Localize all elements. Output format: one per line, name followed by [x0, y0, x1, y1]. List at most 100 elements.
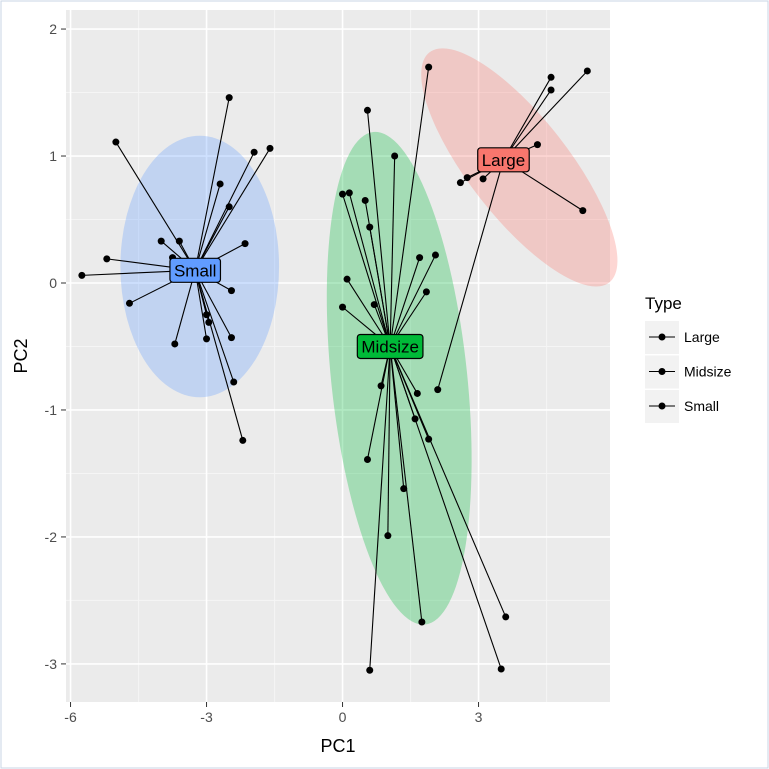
- large-centroid-label: Large: [477, 147, 530, 173]
- x-tick-label: -6: [64, 709, 77, 725]
- midsize-centroid-box: [356, 333, 424, 360]
- midsize-spoke: [366, 346, 391, 460]
- midsize-point: [361, 196, 369, 204]
- legend-label-small: Small: [684, 398, 719, 414]
- centroid-labels: Large Midsize Small: [169, 147, 530, 360]
- midsize-point: [384, 532, 392, 540]
- small-point: [205, 318, 213, 326]
- midsize-spoke: [389, 346, 423, 623]
- legend-point-small: [658, 402, 666, 410]
- large-point: [579, 207, 587, 215]
- x-tick-label: 0: [339, 709, 347, 725]
- small-spoke: [194, 97, 230, 271]
- large-point: [456, 179, 464, 187]
- legend-point-midsize: [658, 368, 666, 375]
- y-axis-ticks: -3 -2 -1 0 1 2: [45, 21, 66, 672]
- small-point: [239, 436, 247, 444]
- large-spoke: [437, 159, 504, 390]
- midsize-centroid-text: Midsize: [361, 337, 419, 356]
- small-point: [103, 255, 111, 263]
- midsize-spoke: [387, 346, 391, 536]
- midsize-point: [370, 301, 378, 309]
- midsize-point: [363, 455, 371, 463]
- small-point: [230, 378, 238, 386]
- large-point: [547, 73, 555, 81]
- midsize-point: [400, 485, 408, 493]
- y-tick-label: 0: [49, 275, 57, 291]
- midsize-point: [413, 389, 421, 397]
- y-tick-label: 2: [49, 21, 57, 37]
- midsize-point: [366, 223, 374, 231]
- large-point: [479, 175, 487, 183]
- large-centroid-text: Large: [482, 151, 525, 170]
- midsize-point: [377, 382, 385, 390]
- small-point: [175, 237, 183, 245]
- midsize-spoke: [389, 346, 502, 670]
- small-point: [157, 237, 165, 245]
- midsize-spoke: [369, 227, 391, 347]
- midsize-spoke: [342, 193, 391, 347]
- small-point: [78, 271, 86, 279]
- x-tick-label: -3: [200, 709, 213, 725]
- small-centroid-box: [169, 257, 222, 283]
- midsize-point: [339, 190, 347, 198]
- midsize-spoke: [389, 67, 430, 347]
- x-axis-ticks: -6 -3 0 3: [64, 702, 483, 725]
- midsize-point: [497, 665, 505, 673]
- x-axis-title: PC1: [320, 736, 355, 756]
- small-point: [203, 311, 211, 319]
- y-tick-label: 1: [49, 148, 57, 164]
- midsize-centroid-label: Midsize: [356, 333, 424, 360]
- large-spoke: [502, 77, 552, 161]
- midsize-spoke: [369, 346, 391, 671]
- midsize-spoke: [389, 254, 436, 347]
- data-points: [78, 63, 591, 674]
- legend-title: Type: [645, 294, 682, 313]
- y-tick-label: -2: [45, 529, 58, 545]
- large-point: [533, 141, 541, 149]
- midsize-point: [418, 618, 426, 626]
- midsize-point: [411, 415, 419, 423]
- large-spoke: [503, 70, 588, 161]
- midsize-spoke: [348, 192, 391, 347]
- small-point: [241, 240, 249, 248]
- small-point: [216, 180, 224, 188]
- small-point: [266, 144, 274, 152]
- legend-label-midsize: Midsize: [684, 364, 732, 380]
- midsize-point: [425, 63, 433, 71]
- large-centroid-box: [477, 147, 530, 173]
- midsize-spoke: [389, 257, 421, 347]
- small-point: [225, 94, 233, 102]
- plot-panel: [66, 10, 610, 702]
- large-point: [463, 174, 471, 182]
- y-tick-label: -3: [45, 656, 58, 672]
- midsize-point: [425, 435, 433, 443]
- legend-label-large: Large: [684, 329, 720, 345]
- small-point: [171, 340, 179, 348]
- small-spoke: [115, 141, 196, 271]
- large-point: [547, 86, 555, 94]
- midsize-point: [339, 303, 347, 311]
- major-gridlines: [66, 10, 610, 702]
- y-axis-title: PC2: [11, 338, 31, 373]
- small-spoke: [194, 148, 271, 271]
- small-centroid-text: Small: [174, 261, 217, 280]
- large-point: [434, 386, 442, 394]
- y-tick-label: -1: [45, 402, 58, 418]
- small-point: [125, 299, 133, 307]
- midsize-point: [366, 666, 374, 674]
- midsize-point: [343, 275, 351, 283]
- small-spoke: [194, 270, 244, 441]
- midsize-point: [345, 189, 353, 197]
- small-point: [250, 148, 258, 156]
- legend-point-large: [658, 333, 666, 341]
- small-spoke: [194, 183, 221, 271]
- midsize-point: [431, 251, 439, 259]
- midsize-point: [363, 106, 371, 114]
- midsize-point: [502, 613, 510, 621]
- midsize-spoke: [389, 346, 507, 618]
- small-point: [112, 138, 120, 146]
- small-centroid-label: Small: [169, 257, 222, 283]
